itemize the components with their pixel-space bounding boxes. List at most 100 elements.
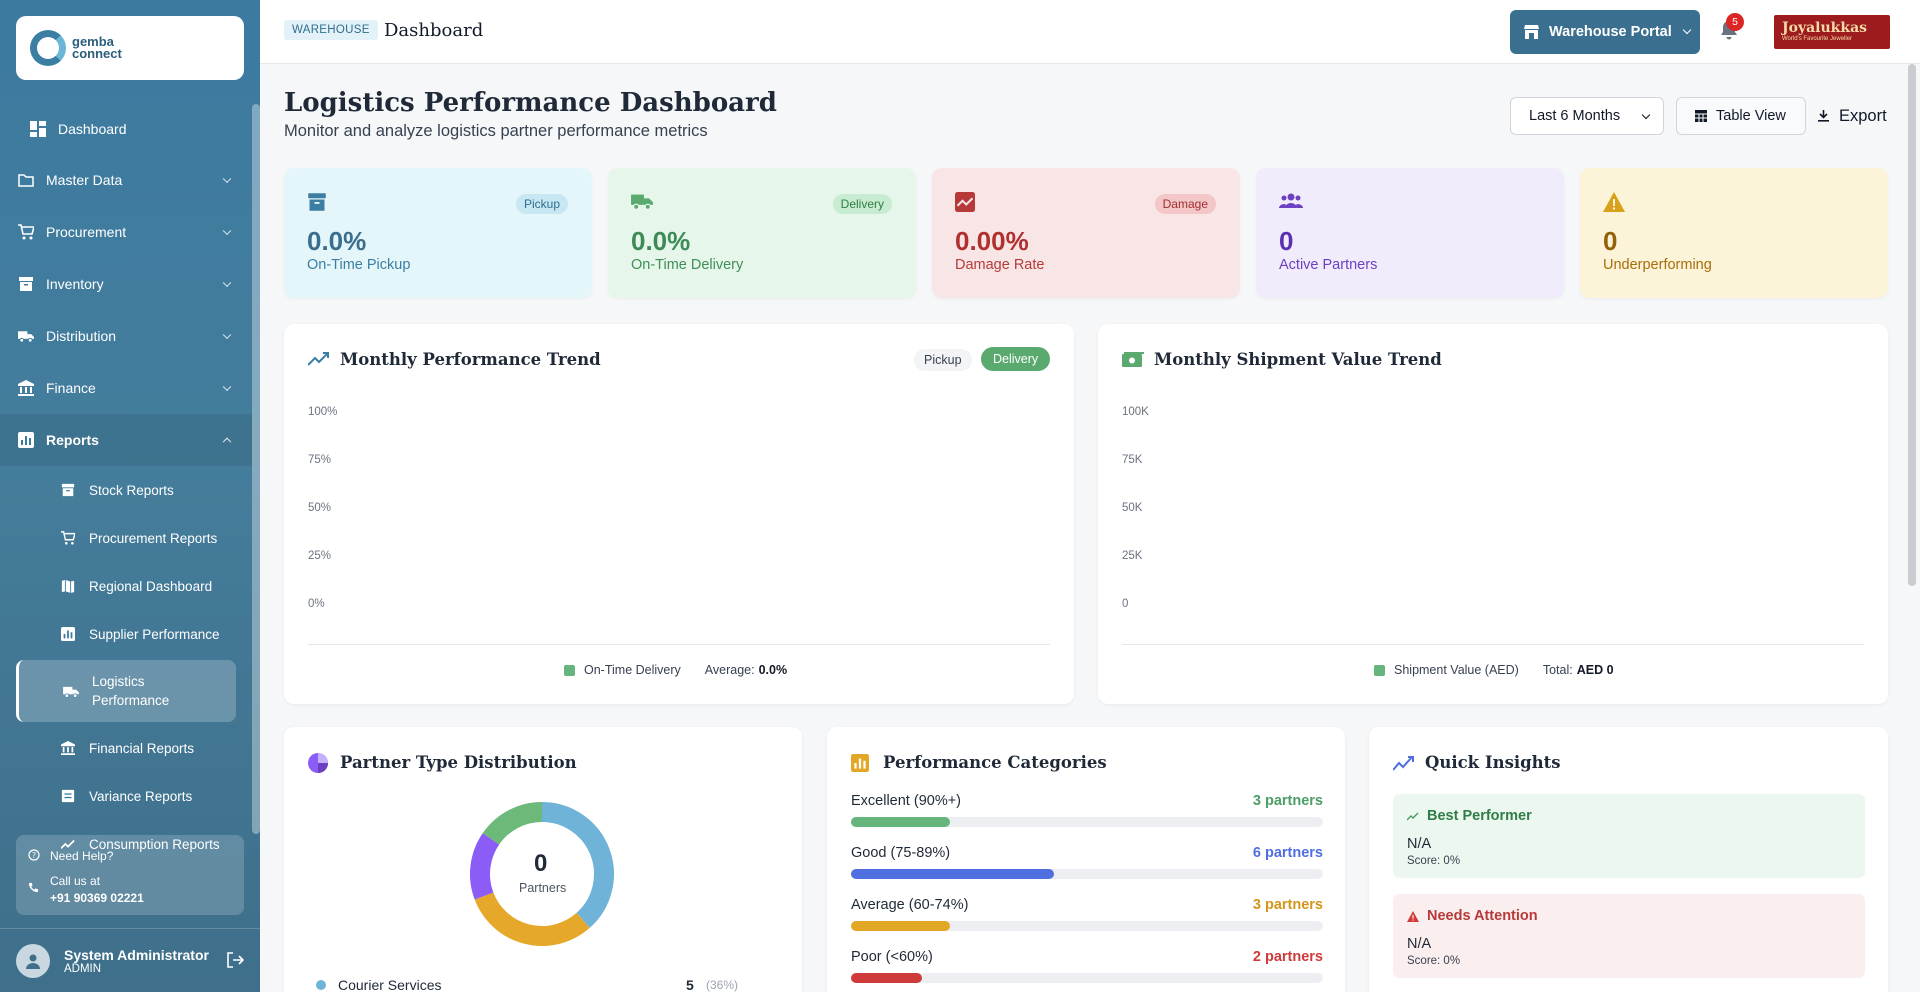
truck-icon	[63, 683, 79, 699]
users-icon	[1279, 192, 1303, 215]
y-tick-label: 0%	[308, 598, 325, 610]
y-tick-label: 0	[1122, 598, 1129, 610]
legend-label: Shipment Value (AED)	[1394, 663, 1519, 677]
sidebar-item-label: Dashboard	[58, 121, 127, 137]
kpi-label: Underperforming	[1603, 257, 1712, 273]
insight-score: Score: 0%	[1407, 855, 1461, 867]
notification-badge: 5	[1726, 13, 1744, 31]
sidebar-subitem-label: Regional Dashboard	[89, 578, 213, 594]
app-logo[interactable]: gemba connect	[16, 16, 244, 80]
category-bar-fill	[851, 869, 1054, 879]
insight-title: Needs Attention	[1427, 908, 1538, 924]
donut-slice[interactable]	[541, 802, 614, 928]
sidebar-item-dashboard[interactable]: Dashboard	[0, 104, 252, 154]
sidebar-item-label: Distribution	[46, 328, 117, 344]
svg-text:?: ?	[32, 851, 36, 860]
archive-icon	[307, 192, 327, 217]
category-name: Average (60-74%)	[851, 897, 969, 913]
pie-icon	[308, 753, 328, 778]
download-icon	[1818, 110, 1829, 122]
insight-score: Score: 0%	[1407, 955, 1461, 967]
sidebar-subitem-consumption-reports[interactable]: Consumption Reports	[0, 820, 252, 868]
table-icon	[1695, 110, 1707, 122]
trend-icon	[60, 836, 76, 852]
sidebar-subitem-stock-reports[interactable]: Stock Reports	[0, 466, 252, 514]
help-phone-link[interactable]: +91 90369 02221	[50, 891, 144, 905]
toggle-delivery-button[interactable]: Delivery	[981, 347, 1051, 371]
trend-icon	[307, 352, 330, 371]
brand-logo: Joyalukkas World's Favourite Jeweller	[1774, 15, 1890, 49]
sidebar-item-inventory[interactable]: Inventory	[0, 258, 252, 310]
chart-baseline	[308, 644, 1050, 645]
sidebar-subitem-logistics-performance[interactable]: Logistics Performance	[16, 660, 236, 722]
chevron-down-icon	[1641, 110, 1651, 120]
sidebar-item-finance[interactable]: Finance	[0, 362, 252, 414]
sidebar-item-distribution[interactable]: Distribution	[0, 310, 252, 362]
sidebar-scrollbar[interactable]	[252, 104, 260, 834]
sidebar-item-master-data[interactable]: Master Data	[0, 154, 252, 206]
page-subtitle: Monitor and analyze logistics partner pe…	[284, 122, 708, 140]
avatar[interactable]	[16, 943, 50, 978]
top-bar: WAREHOUSE Dashboard Warehouse Portal 5 J…	[260, 0, 1920, 64]
insight-title: Best Performer	[1427, 808, 1532, 824]
donut-slice[interactable]	[474, 892, 590, 946]
sidebar-subitem-label: Variance Reports	[89, 788, 193, 804]
help-title: Need Help?	[50, 849, 114, 863]
trending-up-icon	[1407, 811, 1419, 821]
table-view-button[interactable]: Table View	[1676, 97, 1806, 135]
category-count: 3 partners	[1252, 793, 1323, 809]
report-icon	[18, 432, 34, 448]
damage-icon	[955, 192, 975, 217]
card-title: Monthly Shipment Value Trend	[1154, 350, 1442, 369]
category-bar-fill	[851, 817, 951, 827]
chart-icon	[851, 754, 869, 777]
chart-baseline	[1122, 644, 1864, 645]
period-select-value: Last 6 Months	[1529, 108, 1621, 124]
period-select[interactable]: Last 6 Months	[1510, 97, 1664, 135]
chevron-down-icon	[222, 278, 232, 288]
sidebar: gemba connect Dashboard Master Data Proc…	[0, 0, 260, 992]
truck-icon	[631, 192, 653, 215]
chart-icon	[60, 626, 76, 642]
portal-switcher-button[interactable]: Warehouse Portal	[1510, 10, 1700, 54]
donut-slice[interactable]	[482, 802, 543, 845]
sidebar-subitem-label: Financial Reports	[89, 740, 195, 756]
logout-icon[interactable]	[226, 951, 245, 974]
kpi-value: 0.0%	[631, 226, 691, 256]
sidebar-subitem-label: Supplier Performance	[89, 626, 220, 642]
donut-center-label: Partners	[519, 881, 567, 895]
archive-icon	[60, 788, 76, 804]
money-icon	[1122, 352, 1144, 373]
sidebar-subitem-variance-reports[interactable]: Variance Reports	[0, 772, 252, 820]
category-name: Good (75-89%)	[851, 845, 951, 861]
performance-categories-card: Performance Categories Excellent (90%+) …	[827, 727, 1345, 992]
category-bar-track	[851, 921, 1323, 931]
category-bar-fill	[851, 973, 922, 983]
logo-line1: gemba	[72, 34, 114, 49]
logo-line2: connect	[72, 46, 122, 61]
sidebar-subitem-regional-dashboard[interactable]: Regional Dashboard	[0, 562, 252, 610]
toggle-pickup-button[interactable]: Pickup	[914, 349, 972, 371]
export-label: Export	[1839, 106, 1887, 125]
y-tick-label: 50K	[1122, 502, 1143, 514]
sidebar-item-procurement[interactable]: Procurement	[0, 206, 252, 258]
category-bar-track	[851, 973, 1323, 983]
sidebar-subitem-financial-reports[interactable]: Financial Reports	[0, 724, 252, 772]
sidebar-subitem-procurement-reports[interactable]: Procurement Reports	[0, 514, 252, 562]
breadcrumb-tag: WAREHOUSE	[284, 20, 378, 40]
help-icon: ?	[28, 849, 42, 864]
chart-legend: Shipment Value (AED) Total: AED 0	[1374, 663, 1614, 677]
breadcrumb-title: Dashboard	[384, 20, 484, 41]
insights-icon	[1392, 755, 1415, 776]
legend-percent: (36%)	[706, 978, 739, 992]
shipment-value-card: Monthly Shipment Value Trend 100K 75K 50…	[1098, 324, 1888, 704]
sidebar-item-reports[interactable]: Reports	[0, 414, 252, 466]
brand-tagline: World's Favourite Jeweller	[1782, 36, 1853, 42]
kpi-badge: Delivery	[832, 194, 892, 214]
sidebar-subitem-supplier-performance[interactable]: Supplier Performance	[0, 610, 252, 658]
store-icon	[1524, 25, 1539, 39]
export-button[interactable]: Export	[1818, 97, 1887, 135]
donut-slice[interactable]	[470, 833, 500, 900]
archive-icon	[60, 482, 76, 498]
main-scrollbar[interactable]	[1908, 64, 1916, 586]
